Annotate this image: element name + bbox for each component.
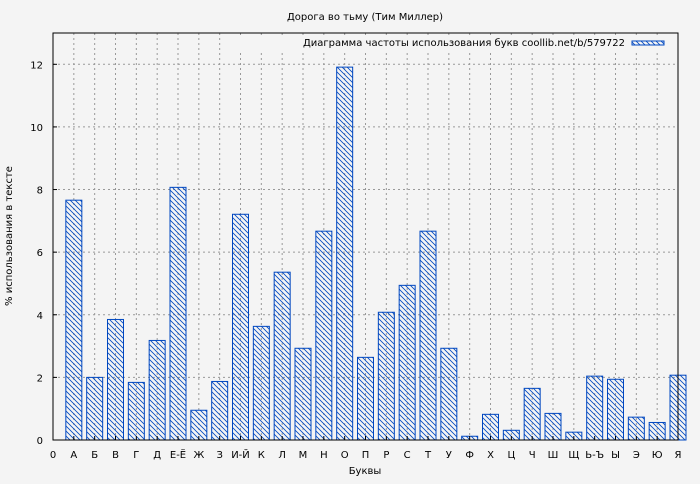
x-tick-label: У <box>446 450 452 461</box>
x-tick-label: Ж <box>193 450 204 461</box>
x-tick-label: Щ <box>568 450 579 461</box>
grid <box>53 33 678 440</box>
bar-М <box>294 347 312 441</box>
bar-Г <box>127 381 145 441</box>
y-tick-label: 4 <box>37 311 43 322</box>
y-tick-label: 10 <box>30 123 43 134</box>
x-tick-label: Ч <box>529 450 536 461</box>
axis-ticks: 0 2 4 6 8 10 12 0 А Б В Г Д Е-Ё Ж З И-Й К Л М Н О П Р С Т У Ф Х Ц Ч Ш Щ Ь… <box>30 60 681 461</box>
x-tick-label: Р <box>383 450 389 461</box>
bar-Т <box>419 230 437 441</box>
bar-В <box>107 318 124 441</box>
y-tick-label: 0 <box>37 436 43 447</box>
bar-Ы <box>607 378 624 441</box>
x-tick-label: А <box>70 450 77 461</box>
bar-И-Й <box>232 213 249 441</box>
x-tick-label: Ц <box>507 450 515 461</box>
legend: Диаграмма частоты использования букв coo… <box>240 36 674 50</box>
bar-О <box>336 66 354 441</box>
x-tick-label: Я <box>675 450 682 461</box>
x-tick-label: 0 <box>50 450 56 461</box>
x-axis-label: Буквы <box>349 466 382 477</box>
y-tick-label: 12 <box>30 60 43 71</box>
bar-Ь-Ъ <box>586 375 604 441</box>
x-tick-label: Ф <box>465 450 474 461</box>
x-tick-label: О <box>341 450 349 461</box>
x-tick-label: Ю <box>652 450 663 461</box>
x-tick-label: П <box>362 450 370 461</box>
bar-Р <box>377 311 395 441</box>
x-tick-label: Е-Ё <box>170 448 186 461</box>
bar-Е-Ё <box>169 186 187 441</box>
x-tick-label: Д <box>153 450 161 461</box>
x-tick-label: Ы <box>611 450 620 461</box>
x-tick-label: И-Й <box>231 448 250 461</box>
bar-К <box>252 325 270 441</box>
legend-swatch <box>631 40 665 46</box>
bar-Ж <box>190 409 208 441</box>
bar-У <box>440 347 458 441</box>
bar-Ч <box>523 387 541 441</box>
bar-Б <box>86 376 104 441</box>
x-tick-label: Ь-Ъ <box>585 450 604 461</box>
bar-С <box>398 284 416 441</box>
x-tick-label: Б <box>91 450 98 461</box>
x-tick-label: Г <box>133 450 139 461</box>
x-tick-label: З <box>216 450 222 461</box>
x-tick-label: М <box>299 450 308 461</box>
x-tick-label: Н <box>320 450 328 461</box>
bars <box>65 66 687 441</box>
x-tick-label: Х <box>487 450 494 461</box>
y-tick-label: 2 <box>37 373 43 384</box>
bar-Л <box>273 271 291 441</box>
bar-З <box>211 380 229 441</box>
x-tick-label: С <box>404 450 411 461</box>
bar-Д <box>148 339 166 441</box>
bar-П <box>357 356 374 441</box>
bar-Н <box>315 230 333 441</box>
x-tick-label: Э <box>633 450 640 461</box>
y-axis-label: % использования в тексте <box>4 166 15 306</box>
chart-title: Дорога во тьму (Тим Миллер) <box>287 12 443 23</box>
bar-А <box>65 199 83 441</box>
y-tick-label: 6 <box>37 248 43 259</box>
legend-label: Диаграмма частоты использования букв coo… <box>303 38 625 49</box>
x-tick-label: Ш <box>548 450 559 461</box>
x-tick-label: В <box>112 450 119 461</box>
x-tick-label: Т <box>424 450 432 461</box>
x-tick-label: Л <box>278 450 286 461</box>
y-tick-label: 8 <box>37 186 43 197</box>
x-tick-label: К <box>258 450 265 461</box>
